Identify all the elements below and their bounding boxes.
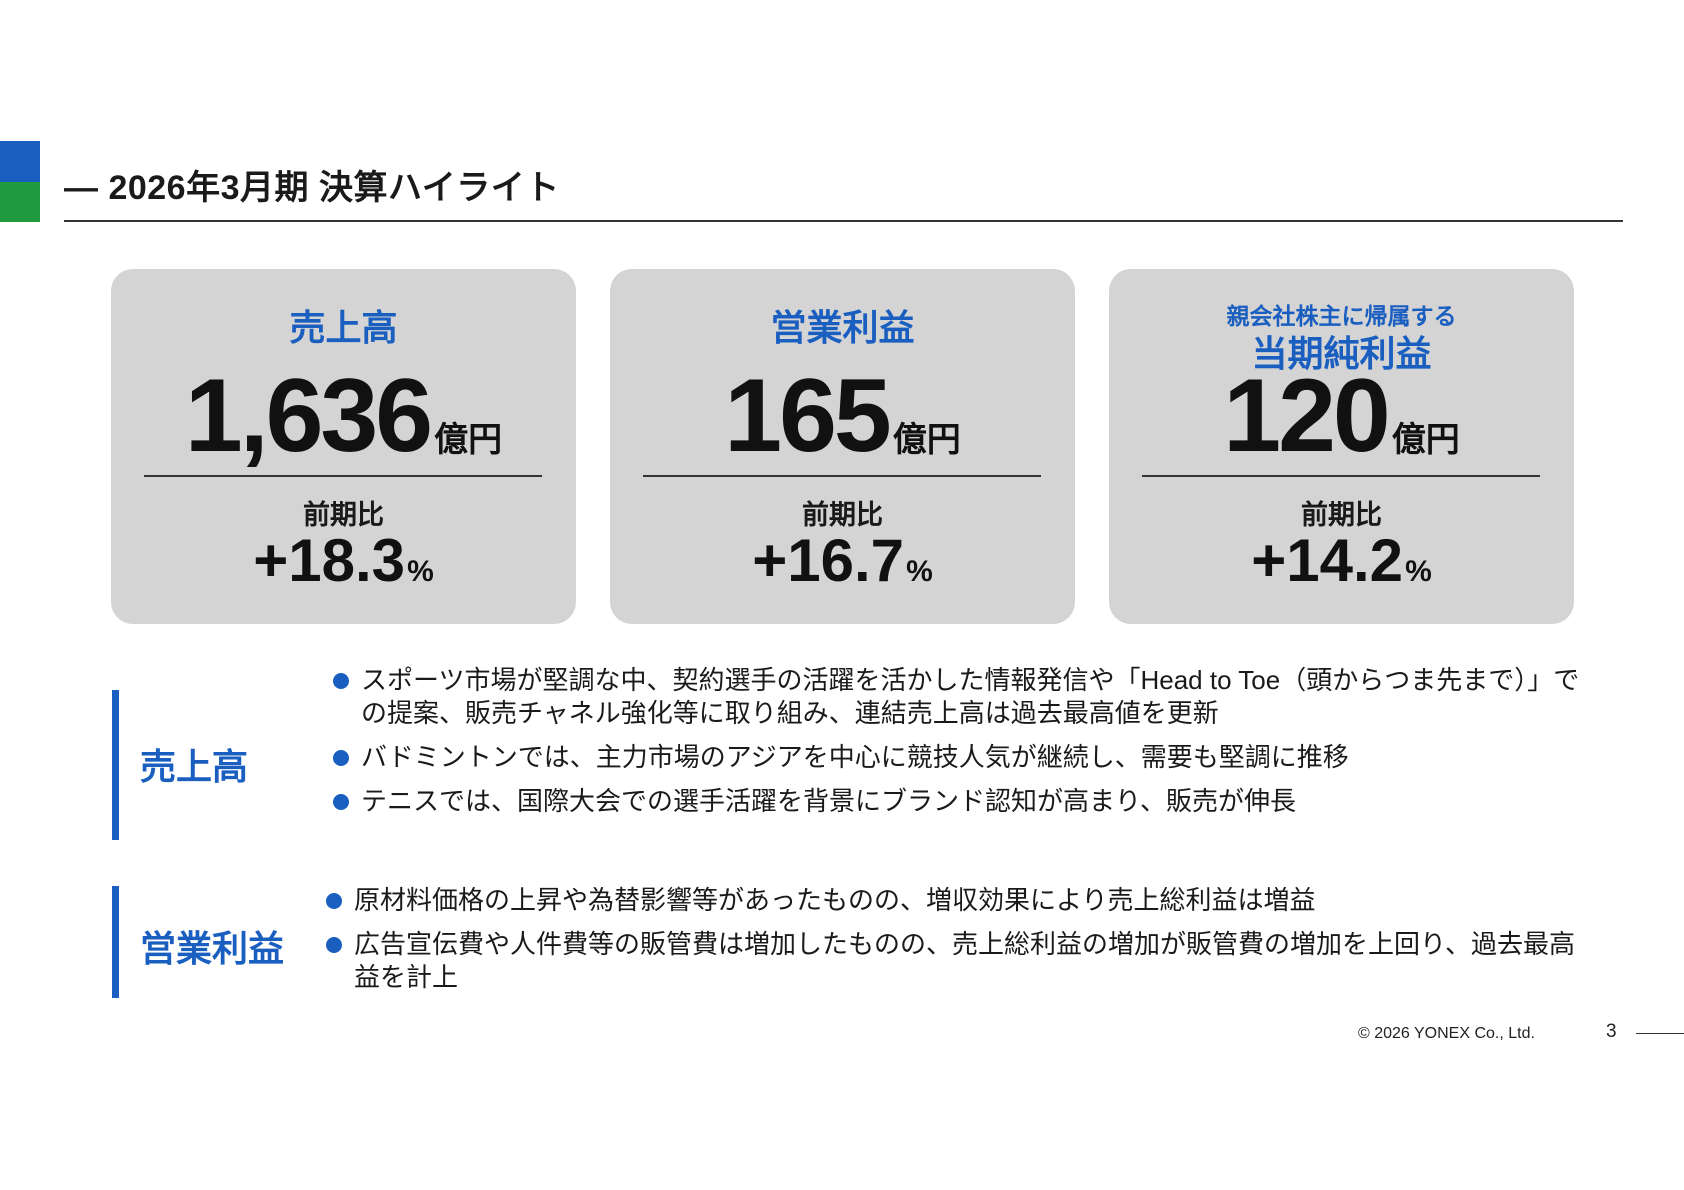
- list-item: 広告宣伝費や人件費等の販管費は増加したものの、売上総利益の増加が販管費の増加を上…: [326, 928, 1598, 994]
- kpi-unit: 億円: [1391, 421, 1460, 459]
- bullet-dot-icon: [333, 673, 349, 689]
- kpi-card-net-sales: 売上高 1,636 億円 前期比 +18.3%: [111, 269, 576, 624]
- bullet-text: テニスでは、国際大会での選手活躍を背景にブランド認知が高まり、販売が伸長: [361, 786, 1296, 816]
- kpi-divider: [643, 475, 1041, 477]
- bullet-text: 広告宣伝費や人件費等の販管費は増加したものの、売上総利益の増加が販管費の増加を上…: [354, 929, 1575, 992]
- bullet-dot-icon: [326, 937, 342, 953]
- kpi-divider: [144, 475, 542, 477]
- kpi-value: 165: [724, 358, 892, 474]
- yoy-unit: %: [1405, 555, 1432, 588]
- list-item: スポーツ市場が堅調な中、契約選手の活躍を活かした情報発信や「Head to To…: [333, 664, 1603, 730]
- yoy-unit: %: [407, 555, 434, 588]
- list-item: バドミントンでは、主力市場のアジアを中心に競技人気が継続し、需要も堅調に推移: [333, 741, 1603, 774]
- kpi-value: 120: [1223, 358, 1391, 474]
- kpi-value: 1,636: [184, 358, 433, 474]
- brand-block-green: [0, 182, 40, 222]
- section-accent-bar: [112, 690, 119, 840]
- list-item: テニスでは、国際大会での選手活躍を背景にブランド認知が高まり、販売が伸長: [333, 785, 1603, 818]
- copyright-text: © 2026 YONEX Co., Ltd.: [1358, 1025, 1535, 1042]
- section-accent-bar: [112, 886, 119, 998]
- bullet-text: バドミントンでは、主力市場のアジアを中心に競技人気が継続し、需要も堅調に推移: [361, 742, 1349, 772]
- kpi-subtitle: 親会社株主に帰属する: [1226, 303, 1457, 329]
- brand-block-blue: [0, 141, 40, 182]
- bullet-dot-icon: [333, 750, 349, 766]
- kpi-card-net-income: 親会社株主に帰属する 当期純利益 120 億円 前期比 +14.2%: [1109, 269, 1574, 624]
- net-sales-bullet-list: スポーツ市場が堅調な中、契約選手の活躍を活かした情報発信や「Head to To…: [333, 664, 1603, 829]
- page-title: — 2026年3月期 決算ハイライト: [64, 169, 560, 207]
- bullet-text: 原材料価格の上昇や為替影響等があったものの、増収効果により売上総利益は増益: [354, 885, 1316, 915]
- section-label-net-sales: 売上高: [140, 746, 249, 787]
- kpi-label: 営業利益: [770, 307, 915, 348]
- bullet-text: スポーツ市場が堅調な中、契約選手の活躍を活かした情報発信や「Head to To…: [361, 665, 1580, 728]
- kpi-card-operating-profit: 営業利益 165 億円 前期比 +16.7%: [610, 269, 1075, 624]
- kpi-divider: [1142, 475, 1540, 477]
- yoy-value: +16.7: [752, 527, 905, 594]
- yoy-value: +18.3: [253, 527, 406, 594]
- kpi-unit: 億円: [892, 421, 961, 459]
- operating-profit-bullet-list: 原材料価格の上昇や為替影響等があったものの、増収効果により売上総利益は増益 広告…: [326, 884, 1598, 1005]
- bullet-dot-icon: [333, 794, 349, 810]
- yoy-value: +14.2: [1251, 527, 1404, 594]
- yoy-label: 前期比: [802, 500, 883, 530]
- page-number-rule: [1636, 1033, 1684, 1034]
- list-item: 原材料価格の上昇や為替影響等があったものの、増収効果により売上総利益は増益: [326, 884, 1598, 917]
- yoy-label: 前期比: [303, 500, 384, 530]
- yoy-label: 前期比: [1301, 500, 1382, 530]
- page-number: 3: [1606, 1021, 1617, 1042]
- section-label-operating-profit: 営業利益: [140, 928, 285, 969]
- kpi-label: 売上高: [289, 307, 398, 348]
- kpi-unit: 億円: [434, 421, 503, 459]
- bullet-dot-icon: [326, 893, 342, 909]
- yoy-unit: %: [906, 555, 933, 588]
- title-divider: [64, 220, 1623, 222]
- kpi-label: 当期純利益: [1251, 333, 1432, 374]
